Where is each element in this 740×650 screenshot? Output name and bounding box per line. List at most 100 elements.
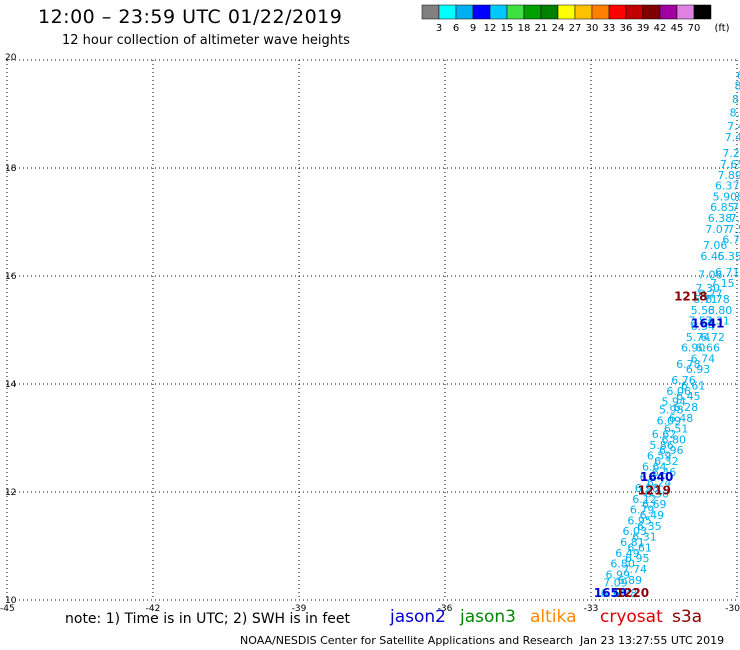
wave-height-value: 6.44 (640, 471, 665, 484)
wave-height-value: 6.28 (674, 401, 699, 414)
legend-swatch (659, 4, 678, 20)
pass-time-labels: 1659122012191640164112181217 (594, 289, 725, 600)
legend-swatch (642, 4, 661, 20)
wave-height-value: 6.45 (700, 250, 725, 263)
satellite-altika-label: altika (530, 607, 577, 627)
legend-tick-label: 12 (484, 23, 497, 34)
satellite-jason2-label: jason2 (390, 607, 446, 627)
pass-time-label: 1218 (674, 289, 707, 303)
y-tick-label: 12 (5, 488, 16, 498)
y-tick-label: 10 (5, 596, 17, 606)
wave-height-value: 5.86 (649, 439, 674, 452)
legend-tick-label: 42 (654, 23, 667, 34)
wave-height-value: 7.06 (703, 239, 728, 252)
wave-height-value: 6.35 (637, 520, 662, 533)
wave-height-value: 7.48 (727, 120, 740, 133)
wave-height-value: 6.98 (635, 482, 660, 495)
x-tick-label: -42 (146, 604, 161, 614)
legend-swatch (693, 4, 712, 20)
wave-height-value: 5.53 (691, 304, 716, 317)
wave-height-value: 6.51 (664, 423, 689, 436)
wave-height-value: 6.95 (625, 552, 650, 565)
y-axis-ticks: 10 12 14 16 18 20 (5, 53, 17, 606)
wave-height-value: 7.09 (603, 577, 628, 590)
footer-credit: NOAA/NESDIS Center for Satellite Applica… (240, 634, 574, 647)
wave-height-value: 6.78 (676, 358, 701, 371)
wave-height-value: 5.90 (713, 190, 738, 203)
chart-grid (6, 59, 738, 601)
pass-time-label: 1640 (640, 470, 673, 484)
legend-swatch (506, 4, 525, 20)
legend-swatch (489, 4, 508, 20)
wave-height-value: 8.25 (737, 190, 740, 203)
x-tick-label: -33 (584, 604, 599, 614)
wave-height-value: 6.45 (676, 390, 701, 403)
wave-height-value: 6.72 (700, 331, 725, 344)
wave-height-value: 6.96 (659, 444, 684, 457)
wave-height-value: 6.54 (691, 320, 716, 333)
wave-height-value: 6.38 (708, 212, 733, 225)
pass-time-label: 1659 (594, 586, 627, 600)
wave-height-value: 6.78 (705, 293, 730, 306)
wave-height-value: 7.07 (705, 223, 730, 236)
wave-height-value: 6.80 (661, 433, 686, 446)
wave-height-value: 6.99 (606, 568, 631, 581)
legend-swatch (591, 4, 610, 20)
legend-swatch (574, 4, 593, 20)
wave-height-value: 6.37 (601, 587, 626, 600)
legend-swatch (540, 4, 559, 20)
x-tick-label: -45 (0, 604, 15, 614)
page-subtitle: 12 hour collection of altimeter wave hei… (62, 33, 350, 48)
wave-height-value: 6.78 (737, 69, 740, 82)
wave-height-value: 6.79 (630, 504, 655, 517)
wave-height-value: 6.64 (642, 460, 667, 473)
wave-height-value: 6.12 (632, 493, 657, 506)
wave-height-value: 7.26 (722, 147, 740, 160)
color-scale-legend: 3 6 9 12 15 18 21 24 27 30 33 36 39 42 45 70 (421, 4, 712, 34)
y-tick-label: 18 (5, 164, 17, 174)
wave-height-value: 6.69 (642, 498, 667, 511)
legend-tick-label: 70 (688, 23, 701, 34)
wave-height-value: 5.74 (686, 331, 711, 344)
legend-tick-label: 3 (436, 23, 442, 34)
wave-height-value: 6.32 (654, 455, 679, 468)
legend-tick-label: 24 (552, 23, 565, 34)
legend-unit-label: (ft) (714, 23, 729, 34)
page-title: 12:00 – 23:59 UTC 01/22/2019 (38, 6, 343, 28)
wave-height-value: 8.28 (732, 93, 740, 106)
wave-height-value: 6.80 (708, 304, 733, 317)
legend-swatch (421, 4, 440, 20)
legend-swatch (676, 4, 695, 20)
wave-height-value: 7.06 (698, 269, 723, 282)
wave-height-value: 8.85 (730, 107, 740, 120)
wave-height-value: 7.56 (727, 223, 740, 236)
y-tick-label: 16 (5, 272, 17, 282)
legend-swatch (472, 4, 491, 20)
legend-tick-label: 15 (501, 23, 514, 34)
wave-height-value: 6.27 (698, 288, 723, 301)
wave-height-value: 7.74 (623, 563, 648, 576)
wave-height-value: 6.61 (627, 541, 652, 554)
wave-height-value: 6.90 (681, 342, 706, 355)
wave-height-points: 6.376.787.096.896.997.746.806.956.496.61… (601, 69, 740, 600)
legend-swatch (557, 4, 576, 20)
x-tick-label: -36 (438, 604, 453, 614)
wave-height-value: 7.46 (725, 131, 740, 144)
legend-swatch (608, 4, 627, 20)
satellite-jason3-label: jason3 (460, 607, 516, 627)
wave-height-value: 7.15 (710, 277, 735, 290)
footer-timestamp: Jan 23 13:27:55 UTC 2019 (580, 634, 725, 647)
x-tick-label: -30 (725, 604, 740, 614)
legend-tick-label: 45 (671, 23, 684, 34)
legend-tick-label: 36 (620, 23, 633, 34)
pass-time-label: 1641 (691, 316, 724, 330)
legend-tick-label: 30 (586, 23, 599, 34)
wave-height-value: 6.37 (715, 180, 740, 193)
legend-swatch (523, 4, 542, 20)
wave-height-value: 8.17 (734, 80, 740, 93)
wave-height-value: 6.36 (644, 487, 669, 500)
wave-height-value: 7.38 (730, 212, 740, 225)
pass-time-label: 1219 (638, 484, 671, 498)
legend-tick-label: 27 (569, 23, 582, 34)
